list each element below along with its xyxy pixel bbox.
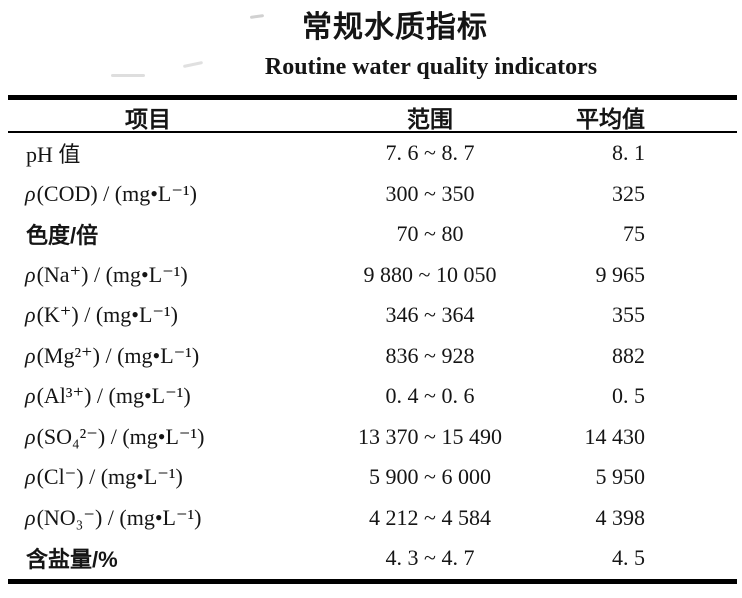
table-row: ρ(NO₃⁻) / (mg•L⁻¹) 4 212 ~ 4 584 4 398: [8, 498, 737, 539]
table-row: ρ(Mg²⁺) / (mg•L⁻¹) 836 ~ 928 882: [8, 336, 737, 377]
column-header-average: 平均值: [576, 106, 645, 132]
rho-symbol: ρ: [25, 180, 36, 206]
table-title-chinese: 常规水质指标: [302, 11, 488, 44]
rho-symbol: ρ: [25, 261, 36, 287]
indicator-name-cell: ρ(Al³⁺) / (mg•L⁻¹): [8, 383, 288, 409]
indicator-range-cell: 13 370 ~ 15 490: [358, 423, 502, 449]
rho-symbol: ρ: [25, 504, 36, 530]
indicator-average-cell: 355: [612, 302, 645, 328]
indicator-label: (Na⁺) / (mg•L⁻¹): [36, 261, 188, 287]
indicator-range-cell: 4 212 ~ 4 584: [369, 504, 491, 530]
indicator-name-cell: ρ(NO₃⁻) / (mg•L⁻¹): [8, 505, 288, 531]
indicator-average-cell: 75: [623, 221, 645, 247]
indicator-label: (SO₄²⁻) / (mg•L⁻¹): [36, 423, 205, 449]
indicator-name-cell: ρ(SO₄²⁻) / (mg•L⁻¹): [8, 424, 288, 450]
table-row: ρ(COD) / (mg•L⁻¹) 300 ~ 350 325: [8, 174, 737, 215]
indicator-range-cell: 0. 4 ~ 0. 6: [385, 383, 475, 409]
indicator-name-cell: ρ(COD) / (mg•L⁻¹): [8, 181, 288, 207]
indicator-name-cell: ρ(Mg²⁺) / (mg•L⁻¹): [8, 343, 288, 369]
indicator-average-cell: 5 950: [595, 464, 646, 490]
indicator-range-cell: 7. 6 ~ 8. 7: [385, 140, 475, 166]
rho-symbol: ρ: [25, 464, 36, 490]
indicator-average-cell: 9 965: [595, 261, 646, 287]
rho-symbol: ρ: [25, 383, 36, 409]
table-header-row: 项目 范围 平均值: [8, 100, 737, 133]
indicator-range-cell: 5 900 ~ 6 000: [369, 464, 491, 490]
indicator-name-cell: 含盐量/%: [8, 542, 288, 574]
indicator-range-cell: 70 ~ 80: [396, 221, 464, 247]
indicator-average-cell: 4 398: [595, 504, 646, 530]
indicator-average-cell: 0. 5: [612, 383, 645, 409]
indicator-range-cell: 4. 3 ~ 4. 7: [385, 545, 475, 571]
indicator-average-cell: 8. 1: [612, 140, 645, 166]
water-quality-table: 项目 范围 平均值 pH 值 7. 6 ~ 8. 7 8. 1 ρ(COD) /…: [8, 95, 737, 584]
table-row: pH 值 7. 6 ~ 8. 7 8. 1: [8, 133, 737, 174]
indicator-name-cell: ρ(K⁺) / (mg•L⁻¹): [8, 302, 288, 328]
indicator-label: (Mg²⁺) / (mg•L⁻¹): [36, 342, 200, 368]
indicator-label: (Al³⁺) / (mg•L⁻¹): [36, 383, 191, 409]
table-row: ρ(K⁺) / (mg•L⁻¹) 346 ~ 364 355: [8, 295, 737, 336]
indicator-label: (NO₃⁻) / (mg•L⁻¹): [36, 504, 202, 530]
indicator-label: (K⁺) / (mg•L⁻¹): [36, 302, 178, 328]
column-header-range: 范围: [407, 106, 453, 132]
table-row: 含盐量/% 4. 3 ~ 4. 7 4. 5: [8, 538, 737, 579]
indicator-name-cell: 色度/倍: [8, 218, 288, 250]
table-row: ρ(Al³⁺) / (mg•L⁻¹) 0. 4 ~ 0. 6 0. 5: [8, 376, 737, 417]
indicator-name-cell: ρ(Na⁺) / (mg•L⁻¹): [8, 262, 288, 288]
indicator-range-cell: 836 ~ 928: [385, 342, 475, 368]
indicator-label: (Cl⁻) / (mg•L⁻¹): [36, 464, 183, 490]
indicator-range-cell: 9 880 ~ 10 050: [363, 261, 497, 287]
scan-artifact: [111, 74, 145, 77]
rho-symbol: ρ: [25, 423, 36, 449]
rho-symbol: ρ: [25, 302, 36, 328]
indicator-name-cell: ρ(Cl⁻) / (mg•L⁻¹): [8, 464, 288, 490]
indicator-label: pH 值: [26, 142, 81, 168]
table-row: 色度/倍 70 ~ 80 75: [8, 214, 737, 255]
indicator-name-cell: pH 值: [8, 137, 288, 169]
indicator-label: 含盐量/%: [26, 547, 118, 573]
indicator-label: 色度/倍: [26, 223, 99, 249]
indicator-average-cell: 14 430: [584, 423, 646, 449]
table-row: ρ(SO₄²⁻) / (mg•L⁻¹) 13 370 ~ 15 490 14 4…: [8, 417, 737, 458]
table-row: ρ(Cl⁻) / (mg•L⁻¹) 5 900 ~ 6 000 5 950: [8, 457, 737, 498]
indicator-average-cell: 4. 5: [612, 545, 645, 571]
rho-symbol: ρ: [25, 342, 36, 368]
table-row: ρ(Na⁺) / (mg•L⁻¹) 9 880 ~ 10 050 9 965: [8, 255, 737, 296]
indicator-average-cell: 882: [612, 342, 645, 368]
indicator-range-cell: 346 ~ 364: [385, 302, 475, 328]
indicator-range-cell: 300 ~ 350: [385, 180, 475, 206]
indicator-label: (COD) / (mg•L⁻¹): [36, 180, 197, 206]
table-title-english: Routine water quality indicators: [264, 54, 598, 80]
indicator-average-cell: 325: [612, 180, 645, 206]
column-header-item: 项目: [125, 106, 171, 132]
